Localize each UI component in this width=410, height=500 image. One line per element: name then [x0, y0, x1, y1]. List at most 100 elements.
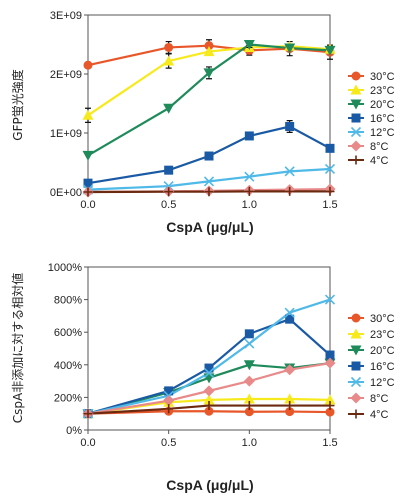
legend-marker: [350, 140, 362, 152]
legend-label: 16°C: [370, 361, 395, 373]
data-point: [203, 367, 215, 379]
data-point: [325, 350, 335, 360]
legend-marker: [350, 376, 362, 388]
legend-item: 12°C: [348, 376, 395, 389]
data-point: [324, 45, 336, 56]
legend-label: 16°C: [370, 113, 395, 125]
series-line-2: [87, 43, 331, 157]
data-point: [83, 187, 93, 197]
x-tick-label: 1.0: [242, 199, 257, 211]
legend-item: 16°C: [348, 361, 395, 373]
chart-2-relative-value: 0% 200% 400% 600% 800% 1000% 0.0 0.5 1.0 1.5 CspA…: [10, 262, 395, 493]
y-tick-label: 1000%: [48, 262, 82, 274]
data-point: [204, 151, 214, 161]
data-point: [285, 401, 295, 411]
legend-item: 30°C: [348, 71, 395, 83]
legend-marker: [350, 99, 362, 110]
legend-label: 8°C: [370, 393, 389, 405]
data-point: [83, 60, 93, 70]
data-point: [203, 385, 215, 397]
legend-marker: [350, 345, 362, 356]
legend-item: 8°C: [348, 140, 389, 153]
legend-item: 20°C: [348, 99, 395, 111]
data-point: [285, 314, 295, 324]
chart-1-plot-area: 0E+00 1E+09 2E+09 3E+09 0.0 0.5 1.0 1.5: [50, 10, 338, 211]
y-tick-label: 2E+09: [50, 69, 82, 81]
data-point: [243, 375, 255, 387]
chart-2-x-axis-title: CspA (μg/μL): [166, 477, 253, 493]
data-point: [163, 395, 175, 407]
data-point: [83, 409, 93, 419]
legend-item: 30°C: [348, 313, 395, 325]
data-point: [285, 122, 295, 132]
data-point: [203, 176, 215, 187]
data-point: [203, 68, 215, 79]
legend-marker: [351, 71, 361, 81]
legend-item: 4°C: [348, 409, 389, 421]
data-point: [285, 186, 295, 196]
data-point: [284, 166, 295, 177]
data-point: [204, 363, 214, 373]
x-tick-label: 0.5: [161, 437, 176, 449]
data-point: [82, 150, 94, 161]
legend-item: 12°C: [348, 126, 395, 139]
data-point: [244, 131, 254, 141]
legend-label: 4°C: [370, 409, 389, 421]
x-tick-label: 0.0: [80, 199, 95, 211]
x-tick-label: 1.5: [322, 437, 337, 449]
legend-marker: [350, 328, 362, 339]
data-point: [325, 407, 335, 417]
data-point: [203, 394, 215, 405]
legend-marker: [351, 409, 361, 419]
data-point: [324, 294, 336, 305]
legend-label: 12°C: [370, 377, 395, 389]
data-point: [164, 165, 174, 175]
legend-label: 23°C: [370, 329, 395, 341]
legend-label: 20°C: [370, 345, 395, 357]
data-point: [204, 187, 214, 197]
data-point: [83, 178, 93, 188]
series-line-6: [87, 404, 330, 415]
legend-item: 4°C: [348, 155, 389, 167]
data-point: [285, 407, 295, 417]
x-tick-label: 0.5: [161, 199, 176, 211]
plot-frame: [87, 266, 331, 431]
data-point: [244, 186, 254, 196]
series-line-1: [87, 397, 331, 415]
data-point: [284, 43, 296, 54]
y-tick-label: 600%: [54, 327, 82, 339]
legend-marker: [351, 113, 361, 123]
data-point: [163, 103, 175, 114]
data-point: [204, 406, 214, 416]
legend-label: 23°C: [370, 85, 395, 97]
data-point: [163, 55, 175, 66]
series-line-4: [87, 167, 331, 191]
data-point: [244, 338, 255, 349]
chart-1-gfp-intensity: 0E+00 1E+09 2E+09 3E+09 0.0 0.5 1.0 1.5 GFP蛍光強度…: [10, 10, 395, 235]
y-tick-label: 800%: [54, 295, 82, 307]
series-line-3: [87, 125, 331, 185]
data-point: [244, 401, 254, 411]
series-line-6: [87, 190, 330, 194]
legend-label: 30°C: [370, 71, 395, 83]
chart-2-legend: 30°C 23°C 20°C 16°C 12°C 8°C 4°C: [348, 313, 395, 421]
data-point: [324, 394, 336, 405]
data-point: [324, 357, 336, 369]
legend-label: 30°C: [370, 313, 395, 325]
y-tick-label: 0%: [66, 425, 82, 437]
x-tick-label: 1.5: [322, 199, 337, 211]
x-tick-label: 0.0: [80, 437, 95, 449]
legend-label: 8°C: [370, 141, 389, 153]
y-tick-label: 400%: [54, 360, 82, 372]
data-point: [82, 109, 94, 120]
data-point: [243, 360, 255, 371]
legend-label: 12°C: [370, 127, 395, 139]
legend-item: 8°C: [348, 392, 389, 405]
data-point: [243, 40, 255, 50]
data-point: [325, 143, 335, 153]
data-point: [325, 401, 335, 411]
data-point: [244, 329, 254, 339]
data-point: [243, 393, 255, 404]
y-tick-label: 0E+00: [50, 187, 82, 199]
data-point: [164, 404, 174, 414]
